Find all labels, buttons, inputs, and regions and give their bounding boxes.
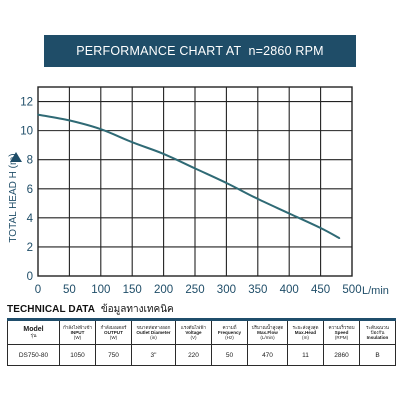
table-header-th: ระยะส่งสูงสุด [292, 324, 319, 330]
data-point [37, 113, 39, 116]
table-header-en: Model [23, 325, 44, 333]
table-header-sub: (Hz) [225, 335, 234, 341]
table-header-th: ปริมาณน้ำสูงสุด [251, 324, 284, 330]
table-header-en: Speed [334, 329, 349, 335]
technical-data-table: Model รุ่น กำลังไฟฟ้าเข้า INPUT (W) กำลังมอเต… [7, 318, 396, 366]
table-header-en: OUTPUT [104, 329, 123, 335]
data-point [338, 237, 341, 239]
table-header-th: กำลังมอเตอร์ [100, 324, 127, 330]
table-header-th: ระดับฉนวนป้องกัน [366, 324, 389, 335]
table-header-output: กำลังมอเตอร์ OUTPUT (W) [95, 319, 132, 345]
title-banner-bg [44, 35, 356, 67]
x-tick-label: 150 [123, 284, 142, 296]
technical-data-heading-th: ข้อมูลทางเทคนิค [100, 304, 174, 315]
table-header-th: แรงดันไฟฟ้า [180, 324, 207, 330]
x-tick-label: 400 [280, 284, 299, 296]
table-cell: 2860 [323, 344, 360, 366]
y-axis-label: TOTAL HEAD H (m) [8, 153, 19, 242]
technical-data-heading: TECHNICAL DATA ข้อมูลทางเทคนิค [7, 302, 174, 316]
table-header-en: Frequency [217, 329, 242, 335]
table-header-max-flow: ปริมาณน้ำสูงสุด Max.Flow (L/min) [247, 319, 288, 345]
x-tick-label: 250 [185, 284, 204, 296]
data-point [162, 153, 165, 155]
table-header-th: ความถี่ [222, 324, 237, 330]
table-cell: 11 [287, 344, 324, 366]
x-tick-label: 0 [35, 284, 41, 296]
tick-labels: 0 50 100 150 200 250 300 350 400 450 500 0 2 4 6 8 10 12 [20, 97, 361, 296]
table-header-voltage: แรงดันไฟฟ้า Voltage (V) [175, 319, 212, 345]
y-tick-label: 8 [27, 155, 33, 167]
table-cell: 470 [247, 344, 288, 366]
table-header-en: Voltage [185, 329, 202, 335]
table-header-row: Model รุ่น กำลังไฟฟ้าเข้า INPUT (W) กำลังมอเต… [7, 319, 396, 345]
chart-title: PERFORMANCE CHART AT n=2860 RPM [76, 44, 324, 58]
table-header-sub: (W) [73, 335, 82, 341]
x-tick-label: 300 [217, 284, 236, 296]
data-point [257, 198, 259, 200]
x-tick-label: 450 [311, 284, 330, 296]
table-header-en: Max.Flow [257, 329, 278, 335]
data-point [131, 141, 133, 144]
table-header-th: กำลังไฟฟ้าเข้า [62, 324, 93, 330]
table-header-sub: (m) [302, 335, 309, 341]
table-header-th: ความเร็วรอบ [328, 324, 355, 330]
data-point [225, 182, 228, 184]
performance-chart: 0 50 100 150 200 250 300 350 400 450 500024681012 … [8, 35, 389, 297]
table-header-max-head: ระยะส่งสูงสุด Max.Head (m) [287, 319, 324, 345]
data-point [100, 128, 102, 130]
y-tick-label: 6 [27, 184, 33, 196]
table-cell: 220 [175, 344, 212, 366]
plot-frame [37, 86, 353, 277]
table-header-frequency: ความถี่ Frequency (Hz) [211, 319, 248, 345]
table-header-en: Outlet Diameter [136, 329, 171, 335]
table-row: DS750-80 1050 750 3" 220 50 470 11 2860 B [7, 344, 396, 366]
y-tick-label: 10 [20, 126, 33, 138]
x-axis-label: L/min [362, 285, 389, 297]
table-header-outlet-diameter: ขนาดท่อทางออก Outlet Diameter (in) [131, 319, 176, 345]
series-layer [37, 113, 341, 240]
table-header-sub: รุ่น [30, 332, 37, 339]
data-point [319, 227, 322, 229]
technical-data-heading-en: TECHNICAL DATA [7, 304, 96, 315]
table-header-th: ขนาดท่อทางออก [136, 324, 171, 330]
table-header-speed: ความเร็วรอบ Speed (RPM) [323, 319, 360, 345]
table-header-input: กำลังไฟฟ้าเข้า INPUT (W) [59, 319, 96, 345]
table-header-sub: (V) [190, 335, 197, 341]
data-point [288, 212, 291, 215]
data-point [194, 167, 196, 170]
x-tick-label: 500 [342, 284, 361, 296]
table-header-en: Insulation [366, 335, 389, 341]
x-tick-label: 50 [63, 284, 76, 296]
table-header-insulation: ระดับฉนวนป้องกัน Insulation [359, 319, 396, 345]
table-cell: 3" [131, 344, 176, 366]
table-header-sub: (in) [150, 335, 157, 341]
data-point [68, 119, 71, 122]
y-tick-label: 12 [20, 97, 33, 109]
table-cell: DS750-80 [7, 344, 60, 366]
x-tick-label: 100 [91, 284, 110, 296]
y-tick-label: 4 [27, 213, 34, 225]
x-tick-label: 350 [248, 284, 267, 296]
y-tick-label: 0 [27, 271, 33, 283]
table-cell: 750 [95, 344, 132, 366]
table-header-sub: (W) [109, 335, 118, 341]
table-header-sub: (L/min) [260, 335, 275, 341]
table-cell: 50 [211, 344, 248, 366]
table-cell: 1050 [59, 344, 96, 366]
performance-curve [37, 113, 340, 240]
x-tick-label: 200 [154, 284, 173, 296]
table-header-en: Max.Head [294, 329, 317, 335]
y-axis-arrow-icon [10, 152, 22, 162]
y-tick-label: 2 [27, 242, 33, 254]
table-header-model: Model รุ่น [7, 319, 60, 345]
table-cell: B [359, 344, 396, 366]
table-header-sub: (RPM) [334, 335, 349, 341]
chart-grid [38, 87, 352, 276]
table-header-en: INPUT [70, 329, 85, 335]
